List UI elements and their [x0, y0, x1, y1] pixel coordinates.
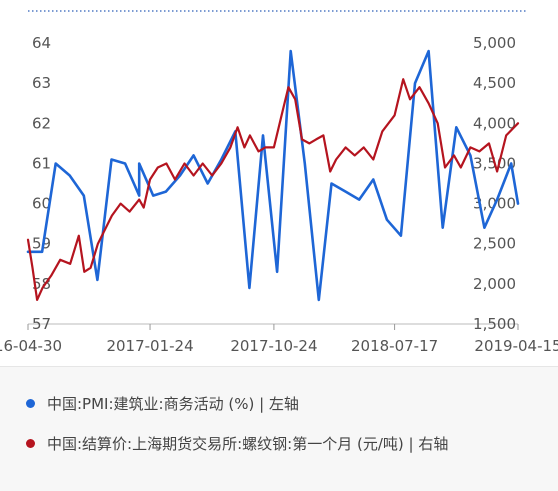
line-chart: 16-04-30 2017-01-24 2017-10-24 2018-07-17 20…: [0, 10, 558, 355]
left-tick-label: 57: [32, 315, 51, 333]
series-line-rebar: [26, 78, 520, 301]
right-tick-label: 1,500: [473, 315, 516, 333]
x-tick-label: 2017-01-24: [106, 337, 193, 355]
left-tick-label: 58: [32, 275, 51, 293]
left-tick-label: 60: [32, 195, 51, 213]
plot-area: [26, 49, 520, 302]
right-tick-label: 4,500: [473, 74, 516, 92]
right-tick-label: 4,000: [473, 114, 516, 132]
left-tick-label: 64: [32, 34, 51, 52]
legend: 中国:PMI:建筑业:商务活动 (%) | 左轴 中国:结算价:上海期货交易所:…: [0, 366, 558, 491]
right-tick-label: 2,000: [473, 275, 516, 293]
legend-marker-rebar-icon: [26, 439, 35, 448]
left-y-axis: 57 58 59 60 61 62 63 64: [32, 34, 51, 333]
series-line-pmi: [26, 49, 520, 302]
x-tick-label: 16-04-30: [0, 337, 62, 355]
legend-item-rebar[interactable]: 中国:结算价:上海期货交易所:螺纹钢:第一个月 (元/吨) | 右轴: [26, 433, 448, 454]
left-tick-label: 62: [32, 114, 51, 132]
legend-item-pmi[interactable]: 中国:PMI:建筑业:商务活动 (%) | 左轴: [26, 393, 299, 414]
legend-label-pmi: 中国:PMI:建筑业:商务活动 (%) | 左轴: [47, 395, 299, 413]
x-tick-label: 2018-07-17: [351, 337, 438, 355]
legend-label-rebar: 中国:结算价:上海期货交易所:螺纹钢:第一个月 (元/吨) | 右轴: [47, 435, 449, 453]
right-tick-label: 5,000: [473, 34, 516, 52]
left-tick-label: 63: [32, 74, 51, 92]
right-tick-label: 2,500: [473, 235, 516, 253]
x-axis: 16-04-30 2017-01-24 2017-10-24 2018-07-17 20…: [0, 324, 558, 355]
x-tick-label: 2019-04-15: [474, 337, 558, 355]
legend-marker-pmi-icon: [26, 399, 35, 408]
left-tick-label: 61: [32, 154, 51, 172]
x-tick-label: 2017-10-24: [230, 337, 317, 355]
left-tick-label: 59: [32, 235, 51, 253]
